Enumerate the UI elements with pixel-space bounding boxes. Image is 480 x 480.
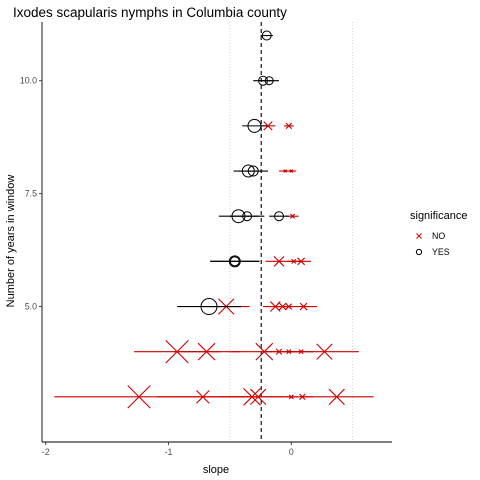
y-tick-label: 10.0 <box>20 76 37 86</box>
data-point-circle <box>274 211 285 222</box>
data-point-cross <box>273 256 285 267</box>
x-axis-title: slope <box>203 464 229 476</box>
data-point-cross <box>298 349 304 355</box>
data-point-cross <box>196 390 210 404</box>
data-point-cross <box>286 349 292 355</box>
data-point-cross <box>127 385 151 409</box>
x-tick-label: -2 <box>42 447 50 457</box>
y-tick-label: 5.0 <box>25 302 37 312</box>
data-point-cross <box>299 302 308 311</box>
legend: significance NO YES <box>410 210 467 257</box>
data-point-cross <box>297 257 306 266</box>
y-axis-title: Number of years in window <box>5 175 17 308</box>
data-point-cross <box>285 303 293 310</box>
data-point-cross <box>283 169 287 173</box>
data-point-cross <box>197 342 216 361</box>
data-point-cross <box>299 393 306 401</box>
data-point-cross <box>289 169 294 173</box>
x-tick-label: -1 <box>165 447 173 457</box>
data-point-circle <box>247 165 259 177</box>
data-point-circle <box>229 256 240 267</box>
legend-marker-cross <box>416 233 422 239</box>
data-point-cross <box>249 388 267 406</box>
y-tick-label: 7.5 <box>25 189 37 199</box>
data-point-circle <box>242 211 253 222</box>
x-tick-label: 0 <box>289 447 294 457</box>
data-point-cross <box>263 121 273 131</box>
data-point-circle <box>261 30 272 41</box>
legend-label: YES <box>432 247 450 257</box>
data-point-cross <box>288 394 294 400</box>
data-point-cross <box>285 122 293 130</box>
data-point-circle <box>264 76 274 86</box>
data-point-cross <box>290 213 296 219</box>
data-point-cross <box>291 258 297 264</box>
legend-label: NO <box>432 231 445 241</box>
data-point-cross <box>316 343 333 360</box>
chart-title: Ixodes scapularis nymphs in Columbia cou… <box>13 5 287 20</box>
plot-area: -2 -1 0 5.0 7.5 10.0 <box>20 22 392 457</box>
data-point-circle <box>247 118 262 133</box>
data-point-cross <box>328 388 345 406</box>
data-point-circle <box>200 298 218 316</box>
legend-marker-circle <box>415 248 423 256</box>
legend-title: significance <box>410 210 467 222</box>
